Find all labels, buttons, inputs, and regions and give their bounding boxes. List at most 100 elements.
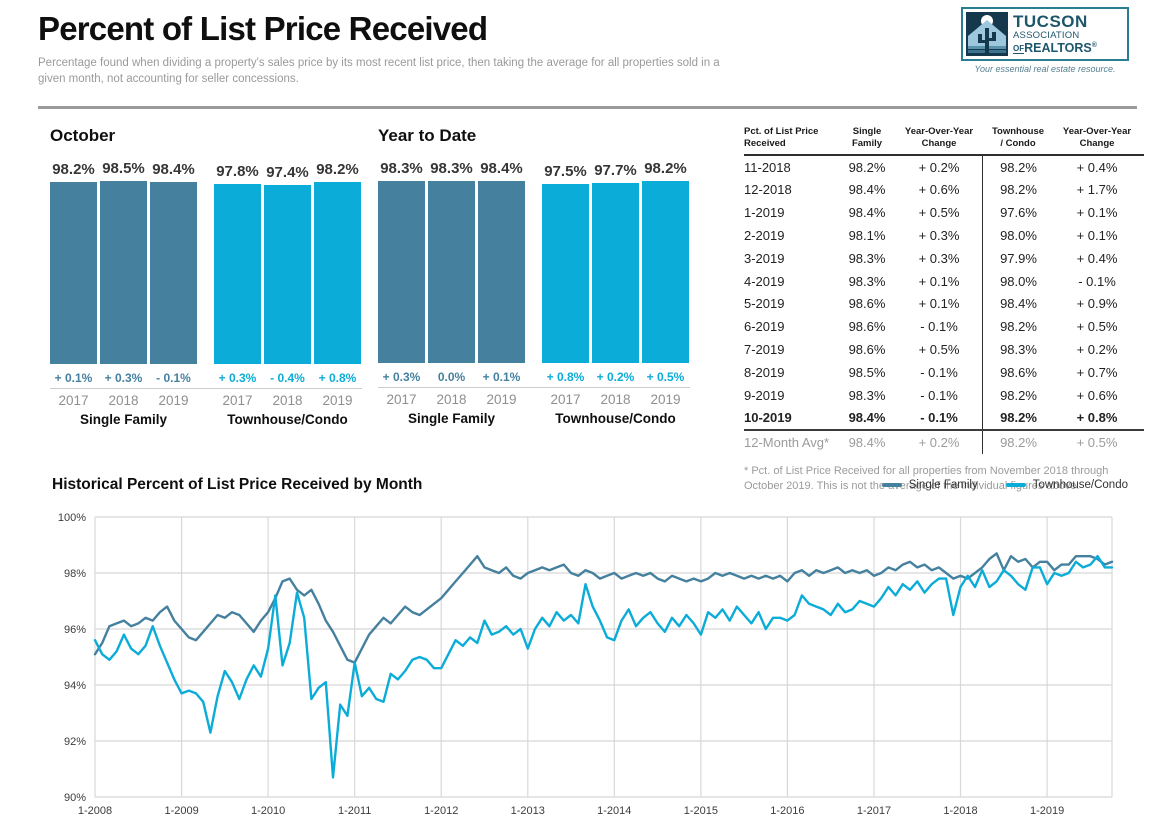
bar xyxy=(214,184,261,364)
table-cell: 3-2019 xyxy=(744,250,785,266)
table-header-row: Pct. of List Price Received Single Family Ye… xyxy=(744,126,1144,156)
table-cell: - 0.1% xyxy=(920,364,958,380)
table-row: 3-2019 98.3% + 0.3% 97.9% + 0.4% xyxy=(744,246,1144,270)
table-cell: 98.6% xyxy=(982,360,1054,384)
svg-text:94%: 94% xyxy=(64,680,86,692)
legend-label-single-family: Single Family xyxy=(908,479,978,491)
logo-line-association: ASSOCIATION xyxy=(1013,30,1080,42)
table-cell: 98.1% xyxy=(848,227,886,243)
table-row: 2-2019 98.1% + 0.3% 98.0% + 0.1% xyxy=(744,224,1144,247)
group-name-label: Townhouse/Condo xyxy=(227,412,348,427)
bar-baseline-rule xyxy=(378,387,690,388)
bar xyxy=(100,181,147,364)
year-label: 2017 xyxy=(550,392,581,407)
bar-change-label: + 0.5% xyxy=(646,370,685,384)
year-label: 2019 xyxy=(322,393,353,408)
bar-column: 97.7% + 0.2% xyxy=(592,162,639,384)
table-cell: 97.9% xyxy=(982,246,1054,270)
bar-value-label: 97.7% xyxy=(594,162,637,179)
bar-change-label: + 0.3% xyxy=(104,371,143,385)
bar xyxy=(378,181,425,363)
table-cell: 11-2018 xyxy=(744,159,791,175)
bar-value-label: 97.5% xyxy=(544,163,587,180)
year-label: 2018 xyxy=(600,392,631,407)
bar-group-single_family: 98.2% + 0.1% 98.5% + 0.3% 98.4% - 0.1% xyxy=(50,160,197,385)
table-cell: + 0.9% xyxy=(1076,296,1118,312)
table-cell: 12-2018 xyxy=(744,182,792,198)
october-bar-chart: 98.2% + 0.1% 98.5% + 0.3% 98.4% - 0.1% 97.8% + … xyxy=(50,160,362,427)
bar-column: 98.4% + 0.1% xyxy=(478,160,525,384)
table-cell: 98.3% xyxy=(848,250,886,266)
svg-text:96%: 96% xyxy=(64,624,86,636)
table-cell: 98.2% xyxy=(982,178,1054,202)
table-row: 12-2018 98.4% + 0.6% 98.2% + 1.7% xyxy=(744,178,1144,202)
svg-text:1-2014: 1-2014 xyxy=(597,805,631,817)
table-cell: + 0.6% xyxy=(1076,387,1118,403)
october-bar-chart-section: October 98.2% + 0.1% 98.5% + 0.3% 98.4% - 0.1… xyxy=(50,126,362,427)
table-cell: 98.3% xyxy=(982,338,1054,361)
bar-change-label: + 0.3% xyxy=(218,371,257,385)
logo-tagline: Your essential real estate resource. xyxy=(974,64,1116,74)
svg-text:1-2019: 1-2019 xyxy=(1030,805,1064,817)
bar-change-label: + 0.3% xyxy=(382,370,421,384)
table-cell: 98.2% xyxy=(982,406,1054,430)
table-cell: 98.4% xyxy=(848,435,886,451)
ytd-heading: Year to Date xyxy=(378,126,477,145)
group-years: 2017 2018 2019 xyxy=(378,388,525,407)
bar xyxy=(592,183,639,363)
year-label: 2019 xyxy=(158,393,189,408)
table-cell: + 0.3% xyxy=(918,250,960,266)
table-cell: 98.4% xyxy=(848,182,886,198)
bar-group-names-row: Single Family Townhouse/Condo xyxy=(50,408,362,427)
historical-chart-header: Historical Percent of List Price Receive… xyxy=(40,476,1132,504)
group-years: 2017 2018 2019 xyxy=(50,389,197,408)
svg-text:92%: 92% xyxy=(64,736,86,748)
chart-grid: 100% 98% 96% 94% 92% 90%1-2008 1-2009 1-2010 1-2… xyxy=(58,512,1113,817)
table-cell: - 0.1% xyxy=(920,410,958,426)
table-cell: 98.4% xyxy=(848,205,886,221)
ytd-bar-chart: 98.3% + 0.3% 98.3% 0.0% 98.4% + 0.1% 97.5% + 0.… xyxy=(378,160,690,426)
table-cell: 97.6% xyxy=(982,201,1054,225)
year-label: 2018 xyxy=(436,392,467,407)
table-cell: 98.3% xyxy=(848,387,886,403)
logo-text: TUCSON ASSOCIATION OFREALTORS® xyxy=(1008,12,1097,56)
year-label: 2018 xyxy=(272,393,303,408)
table-row: 11-2018 98.2% + 0.2% 98.2% + 0.4% xyxy=(744,155,1144,179)
bar-groups-row: 98.2% + 0.1% 98.5% + 0.3% 98.4% - 0.1% 97.8% + … xyxy=(50,160,362,385)
historical-chart-title: Historical Percent of List Price Receive… xyxy=(52,476,423,493)
table-cell: 98.4% xyxy=(848,410,886,426)
svg-text:1-2010: 1-2010 xyxy=(251,805,285,817)
table-cell: + 0.5% xyxy=(918,205,960,221)
monthly-table-panel: Pct. of List Price Received Single Family Ye… xyxy=(744,126,1144,506)
bar-years-row: 2017 2018 2019 2017 2018 2019 xyxy=(50,389,362,408)
bar-change-label: + 0.8% xyxy=(546,370,585,384)
table-cell: 2-2019 xyxy=(744,227,785,243)
table-cell: 98.6% xyxy=(848,319,886,335)
year-label: 2019 xyxy=(650,392,681,407)
bar-baseline-rule xyxy=(50,388,362,389)
page-title: Percent of List Price Received xyxy=(38,10,488,47)
table-cell: 5-2019 xyxy=(744,296,785,312)
table-cell: 98.6% xyxy=(848,296,886,312)
table-cell: 98.2% xyxy=(982,383,1054,407)
legend-item-townhouse-condo: Townhouse/Condo xyxy=(1005,479,1128,491)
bar-column: 98.2% + 0.8% xyxy=(314,161,361,385)
table-cell: 98.2% xyxy=(982,315,1054,339)
table-cell: - 0.1% xyxy=(920,319,958,335)
bar-group-single_family: 98.3% + 0.3% 98.3% 0.0% 98.4% + 0.1% xyxy=(378,160,525,384)
townhouse-condo-line xyxy=(93,555,1114,779)
svg-text:1-2008: 1-2008 xyxy=(78,805,112,817)
table-cell: 98.0% xyxy=(982,269,1054,293)
table-cell: + 0.5% xyxy=(918,341,960,357)
bar-change-label: 0.0% xyxy=(437,370,466,384)
bar-value-label: 98.4% xyxy=(152,161,195,178)
bar-column: 97.5% + 0.8% xyxy=(542,163,589,384)
table-row: 8-2019 98.5% - 0.1% 98.6% + 0.7% xyxy=(744,360,1144,384)
group-years: 2017 2018 2019 xyxy=(542,388,689,407)
table-cell: + 0.7% xyxy=(1076,364,1118,380)
bar-value-label: 97.8% xyxy=(216,163,259,180)
table-cell: 9-2019 xyxy=(744,387,785,403)
table-cell: 98.2% xyxy=(982,431,1054,455)
bar xyxy=(50,182,97,364)
bar-column: 98.2% + 0.5% xyxy=(642,160,689,384)
